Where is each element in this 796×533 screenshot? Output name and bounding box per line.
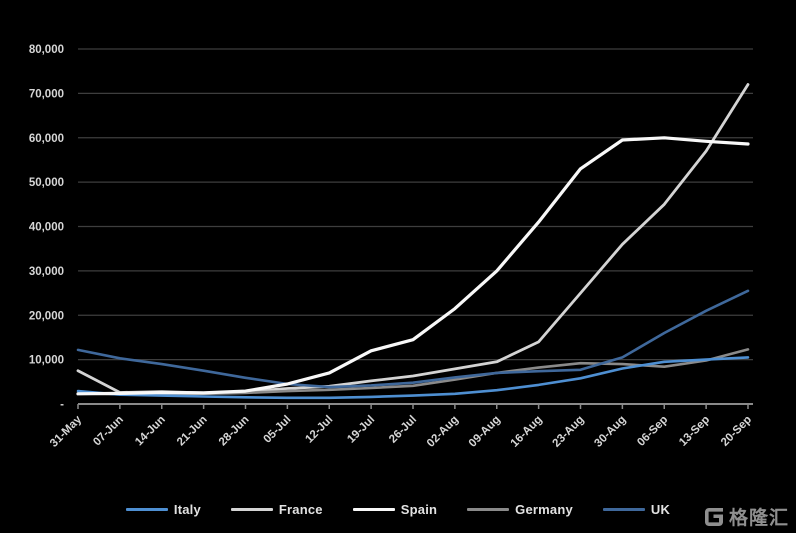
legend-swatch-france [230, 508, 273, 511]
series-line-france [76, 83, 750, 395]
legend-label-france: France [278, 502, 323, 517]
x-tick-label: 28-Jun [217, 414, 252, 449]
legend-swatch-uk [602, 508, 645, 511]
x-tick-label: 26-Jul [387, 414, 419, 446]
series-line-uk [76, 289, 750, 389]
legend-label-uk: UK [650, 502, 671, 517]
legend-item-italy: Italy [125, 502, 201, 517]
y-tick-label: 50,000 [29, 177, 64, 189]
chart-legend: Italy France Spain Germany UK [0, 502, 796, 517]
y-tick-label: 10,000 [29, 355, 64, 367]
y-tick-label: 40,000 [29, 222, 64, 234]
y-axis-tick-labels: - 10,000 20,000 30,000 40,000 50,000 60,000 70,… [29, 44, 64, 411]
series-line-germany [76, 348, 750, 397]
legend-item-germany: Germany [467, 502, 573, 517]
legend-item-france: France [230, 502, 323, 517]
legend-item-uk: UK [602, 502, 671, 517]
x-tick-label: 30-Aug [592, 414, 628, 450]
x-tick-label: 12-Jul [303, 414, 335, 446]
x-tick-label: 13-Sep [677, 414, 712, 449]
legend-label-italy: Italy [173, 502, 201, 517]
x-tick-label: 06-Sep [635, 414, 670, 449]
x-tick-label: 14-Jun [133, 414, 168, 449]
watermark: 格隆汇 [702, 503, 789, 530]
legend-swatch-spain [352, 508, 395, 511]
x-tick-label: 31-May [48, 413, 84, 449]
series-line-italy [76, 356, 750, 400]
legend-label-spain: Spain [400, 502, 438, 517]
x-tick-label: 07-Jun [91, 414, 126, 449]
y-tick-label: 70,000 [29, 88, 64, 100]
series-line-spain [76, 136, 750, 396]
legend-swatch-italy [125, 508, 168, 511]
watermark-brand-text: 格隆汇 [728, 508, 789, 529]
gelonghui-g-logo-icon [704, 507, 723, 526]
y-tick-label: 60,000 [29, 133, 64, 145]
y-tick-label: 20,000 [29, 310, 64, 322]
legend-item-spain: Spain [352, 502, 438, 517]
x-tick-label: 02-Aug [425, 414, 461, 450]
legend-swatch-germany [467, 508, 510, 511]
x-tick-label: 21-Jun [175, 414, 210, 449]
x-tick-label: 23-Aug [551, 414, 587, 450]
y-tick-label: 80,000 [29, 44, 64, 56]
x-axis-tick-labels: 31-May 07-Jun 14-Jun 21-Jun 28-Jun 05-Jul 12-J… [48, 404, 754, 450]
gridlines [78, 48, 753, 361]
x-tick-label: 20-Sep [719, 414, 754, 449]
x-tick-label: 09-Aug [467, 414, 503, 450]
legend-label-germany: Germany [515, 502, 573, 517]
x-tick-label: 16-Aug [509, 414, 545, 450]
x-tick-label: 05-Jul [261, 414, 293, 446]
y-tick-label: 30,000 [29, 266, 64, 278]
y-tick-label: - [60, 399, 64, 411]
x-tick-label: 19-Jul [345, 414, 377, 446]
